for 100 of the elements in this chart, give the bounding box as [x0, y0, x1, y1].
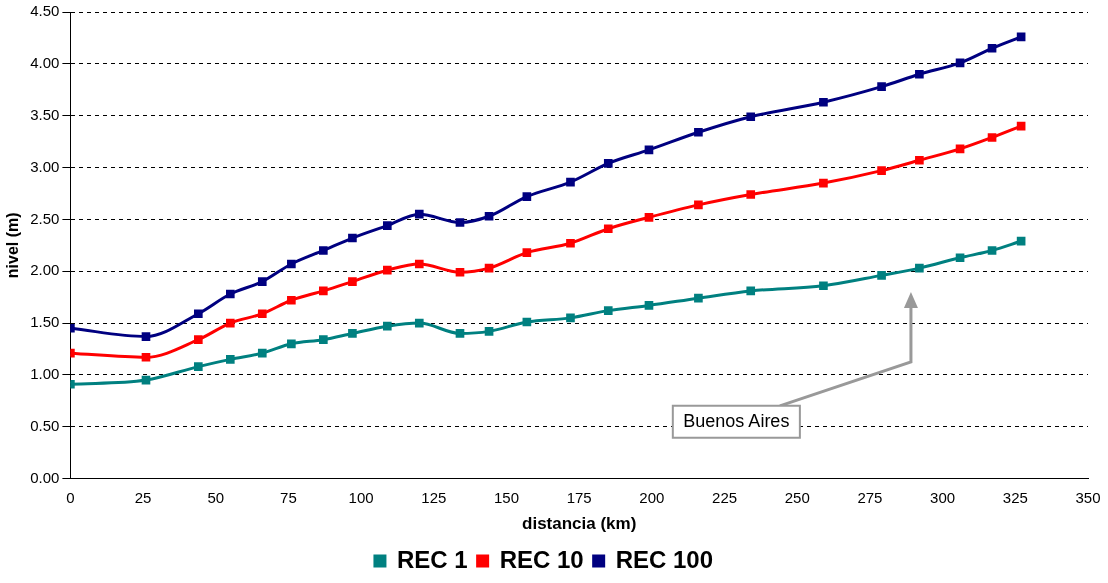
point	[225, 318, 235, 328]
point	[455, 267, 465, 277]
point	[348, 329, 357, 338]
point	[522, 317, 532, 327]
x-tick-label: 75	[280, 488, 297, 506]
y-tick-label: 4.00	[30, 53, 60, 71]
legend-label: REC 10	[499, 545, 584, 573]
point	[193, 335, 203, 344]
point	[382, 221, 392, 230]
point	[915, 155, 924, 165]
legend-label: REC 1	[396, 545, 468, 573]
point	[455, 329, 465, 338]
y-tick-label: 3.50	[30, 105, 60, 123]
point	[257, 309, 267, 319]
y-tick-label: 1.50	[30, 313, 60, 331]
point	[819, 281, 828, 291]
point	[987, 133, 997, 142]
point	[382, 321, 392, 331]
point	[746, 286, 756, 296]
point	[1016, 121, 1026, 131]
point	[746, 112, 756, 122]
y-tick-label: 2.00	[30, 261, 60, 279]
x-tick-label: 275	[857, 488, 883, 506]
point	[566, 177, 575, 187]
point	[694, 200, 703, 210]
point	[915, 263, 924, 273]
point	[915, 69, 924, 79]
x-tick-label: 200	[639, 488, 665, 506]
point	[455, 218, 465, 227]
point	[877, 82, 886, 91]
point	[566, 313, 575, 323]
point	[287, 339, 296, 349]
point	[257, 348, 267, 358]
y-tick-label: 1.00	[30, 365, 60, 383]
point	[603, 224, 613, 234]
x-tick-label: 150	[494, 488, 520, 506]
point	[414, 209, 424, 219]
point	[141, 352, 151, 362]
point	[603, 306, 613, 315]
x-tick-label: 325	[1002, 488, 1028, 506]
point	[566, 238, 575, 248]
point	[225, 355, 235, 364]
point	[141, 332, 151, 341]
x-tick-label: 0	[66, 488, 75, 506]
y-tick-label: 0.00	[30, 468, 60, 486]
annotation: Buenos Aires	[683, 410, 790, 431]
point	[225, 289, 235, 299]
x-axis-title: distancia (km)	[522, 514, 637, 534]
point	[955, 58, 965, 68]
point	[746, 190, 756, 199]
point	[484, 263, 494, 273]
point	[644, 212, 654, 222]
point	[414, 259, 424, 269]
point	[484, 211, 494, 221]
point	[319, 246, 328, 255]
point	[694, 127, 703, 137]
point	[603, 159, 613, 168]
y-tick-label: 3.00	[30, 157, 60, 175]
point	[644, 145, 654, 155]
point	[1016, 236, 1026, 246]
point	[348, 233, 357, 243]
y-tick-label: 2.50	[30, 209, 60, 227]
x-tick-label: 250	[784, 488, 810, 506]
x-tick-label: 50	[207, 488, 225, 506]
point	[484, 327, 494, 336]
x-tick-label: 175	[566, 488, 592, 506]
point	[877, 166, 886, 175]
point	[414, 318, 424, 328]
y-tick-label: 0.50	[30, 416, 60, 434]
point	[193, 309, 203, 319]
y-tick-label: 4.50	[30, 2, 60, 20]
point	[257, 277, 267, 286]
point	[141, 375, 151, 385]
point	[287, 295, 296, 305]
point	[955, 144, 965, 154]
y-axis-title: nivel (m)	[4, 212, 22, 279]
x-tick-label: 25	[134, 488, 152, 506]
point	[819, 97, 828, 107]
point	[348, 277, 357, 286]
point	[644, 301, 654, 310]
x-tick-label: 100	[348, 488, 374, 506]
point	[987, 246, 997, 255]
point	[287, 259, 296, 269]
point	[319, 286, 328, 296]
point	[877, 271, 886, 280]
x-tick-label: 125	[421, 488, 447, 506]
point	[319, 335, 328, 344]
point	[1016, 32, 1026, 42]
point	[694, 293, 703, 303]
point	[193, 362, 203, 371]
x-tick-label: 225	[712, 488, 738, 506]
legend-label: REC 100	[615, 545, 714, 573]
point	[522, 192, 532, 201]
point	[819, 178, 828, 188]
x-tick-label: 300	[930, 488, 956, 506]
point	[955, 253, 965, 263]
point	[522, 248, 532, 257]
point	[987, 43, 997, 53]
point	[382, 265, 392, 275]
x-tick-label: 350	[1075, 488, 1101, 506]
